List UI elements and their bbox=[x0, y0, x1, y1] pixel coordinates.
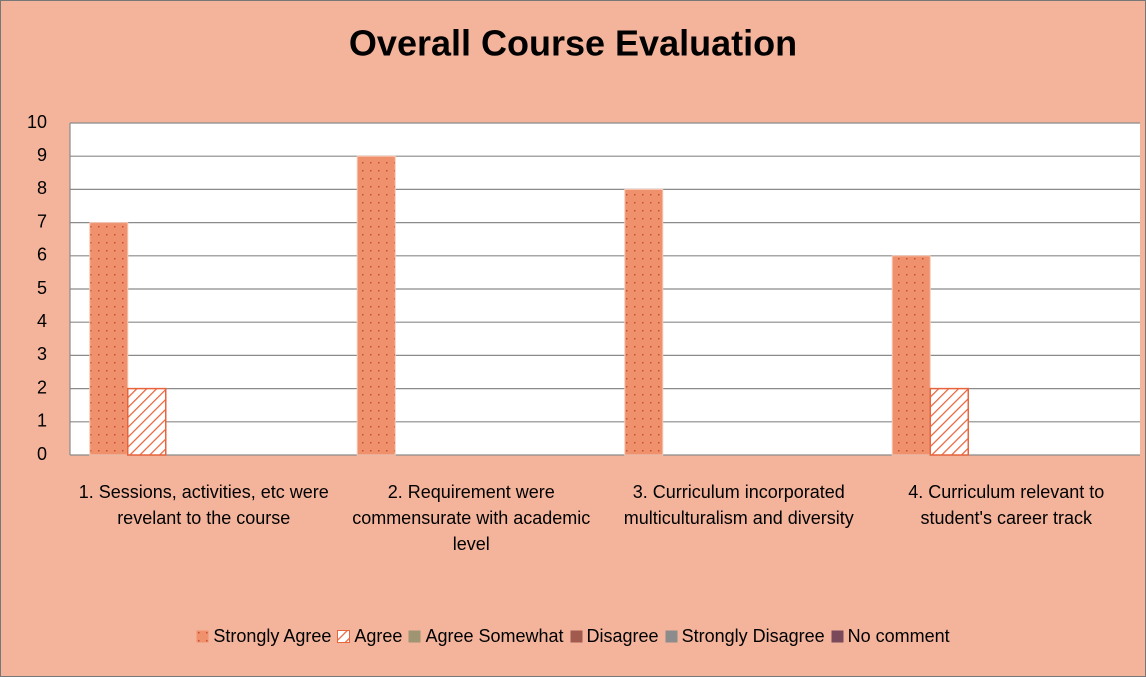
legend-swatch bbox=[196, 630, 209, 643]
legend-item: Agree Somewhat bbox=[408, 626, 564, 647]
legend-label: Strongly Disagree bbox=[681, 626, 825, 646]
x-tick-label-box: 1. Sessions, activities, etc were revela… bbox=[78, 482, 329, 528]
x-tick-label-box: 4. Curriculum relevant to student's care… bbox=[908, 482, 1105, 528]
y-tick-label: 8 bbox=[37, 178, 47, 198]
legend-swatch bbox=[831, 630, 844, 643]
bar bbox=[624, 188, 664, 456]
chart-title: Overall Course Evaluation bbox=[349, 23, 797, 64]
bar bbox=[891, 255, 931, 456]
legend-item: Disagree bbox=[570, 626, 659, 647]
legend-label: Strongly Agree bbox=[213, 626, 332, 646]
legend-swatch-rect bbox=[196, 630, 209, 643]
legend-label: Agree Somewhat bbox=[425, 626, 564, 646]
y-tick-label: 2 bbox=[37, 377, 47, 397]
y-tick-label: 7 bbox=[37, 211, 47, 231]
legend-swatch-rect bbox=[337, 630, 351, 643]
bar bbox=[127, 387, 167, 456]
legend-item: No comment bbox=[831, 626, 950, 647]
legend-label: No comment bbox=[847, 626, 950, 646]
legend-swatch-rect bbox=[665, 630, 678, 643]
y-tick-label: 0 bbox=[37, 444, 47, 464]
legend-label: Agree bbox=[354, 626, 403, 646]
legend: Strongly Agree Agree Agree Somewhat Disagre… bbox=[0, 626, 1146, 647]
x-tick-label: 3. Curriculum incorporated multicultural… bbox=[623, 482, 854, 528]
y-tick-label: 4 bbox=[37, 311, 47, 331]
legend-swatch-rect bbox=[831, 630, 844, 643]
y-tick-label: 6 bbox=[37, 245, 47, 265]
x-tick-label-box: 3. Curriculum incorporated multicultural… bbox=[623, 482, 854, 528]
legend-swatch bbox=[665, 630, 678, 643]
y-tick-label: 9 bbox=[37, 145, 47, 165]
legend-swatch-rect bbox=[408, 630, 421, 643]
x-tick-label: 1. Sessions, activities, etc were revela… bbox=[78, 482, 329, 528]
y-tick-label: 1 bbox=[37, 411, 47, 431]
legend-label: Disagree bbox=[586, 626, 659, 646]
bar bbox=[929, 387, 969, 456]
legend-item: Strongly Agree bbox=[196, 626, 331, 647]
legend-swatch bbox=[570, 630, 583, 643]
legend-swatch bbox=[337, 630, 351, 643]
y-tick-label: 10 bbox=[27, 112, 47, 132]
legend-swatch bbox=[408, 630, 421, 643]
y-tick-label: 5 bbox=[37, 278, 47, 298]
legend-item: Agree bbox=[337, 626, 402, 647]
x-tick-label: 2. Requirement were commensurate with ac… bbox=[352, 482, 591, 554]
y-tick-label: 3 bbox=[37, 344, 47, 364]
bar bbox=[356, 155, 396, 456]
x-tick-label: 4. Curriculum relevant to student's care… bbox=[908, 482, 1105, 528]
x-tick-label-box: 2. Requirement were commensurate with ac… bbox=[352, 482, 591, 554]
legend-item: Strongly Disagree bbox=[665, 626, 825, 647]
legend-swatch-rect bbox=[570, 630, 583, 643]
bar bbox=[89, 222, 129, 456]
